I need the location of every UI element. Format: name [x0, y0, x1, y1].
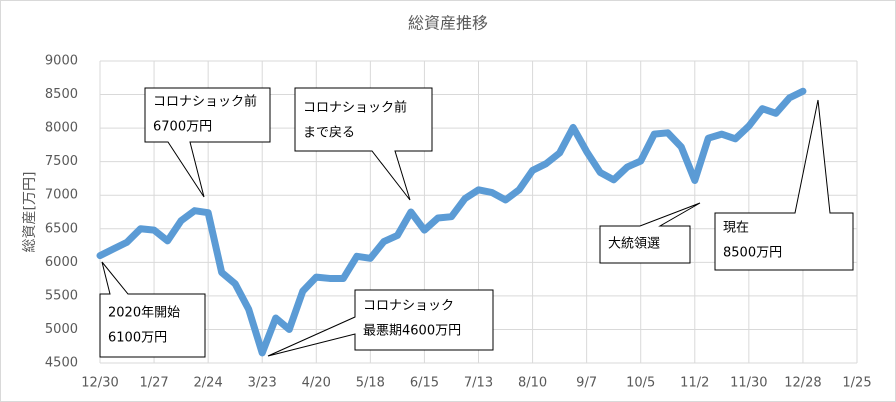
y-tick-label: 5000: [45, 322, 78, 337]
callout: 大統領選: [599, 202, 701, 264]
callout: コロナショック前 6700万円: [144, 87, 271, 198]
x-tick-label: 1/25: [842, 376, 871, 391]
callout: 現在 8500万円: [714, 99, 854, 271]
callout-box: [144, 87, 271, 198]
x-tick-label: 12/30: [81, 376, 118, 391]
x-tick-label: 3/23: [248, 376, 277, 391]
y-tick-label: 5500: [45, 288, 78, 303]
x-tick-label: 2/24: [194, 376, 223, 391]
callout-box: [99, 261, 206, 358]
y-tick-label: 6000: [45, 255, 78, 270]
x-tick-label: 7/13: [464, 376, 493, 391]
y-tick-label: 8500: [45, 87, 78, 102]
x-tick-label: 10/5: [626, 376, 655, 391]
callout-text: まで戻る: [303, 126, 355, 141]
y-tick-label: 9000: [45, 54, 78, 69]
x-tick-label: 1/27: [139, 376, 168, 391]
callout-text: 最悪期4600万円: [363, 324, 461, 339]
y-tick-label: 4500: [45, 356, 78, 371]
callout-text: 6700万円: [153, 120, 212, 135]
callout-text: 大統領選: [608, 236, 660, 252]
callout-box: [267, 289, 494, 357]
x-tick-label: 4/20: [302, 376, 331, 391]
y-tick-label: 8000: [45, 121, 78, 136]
callout-text: 8500万円: [723, 246, 782, 261]
x-tick-label: 5/18: [356, 376, 385, 391]
y-tick-label: 7000: [45, 188, 78, 203]
callout: 2020年開始 6100万円: [99, 261, 206, 358]
x-tick-label: 8/10: [518, 376, 547, 391]
data-line: [96, 87, 807, 357]
y-tick-label: 6500: [45, 221, 78, 236]
callout-box: [714, 99, 854, 271]
x-tick-label: 9/7: [576, 376, 597, 391]
x-tick-label: 11/30: [730, 376, 767, 391]
callout-text: コロナショック: [363, 299, 454, 314]
callout-text: 6100万円: [108, 331, 167, 346]
callout-text: コロナショック前: [153, 94, 257, 110]
chart-title: 総資産推移: [408, 14, 488, 33]
callout-box: [599, 202, 701, 264]
y-tick-label: 7500: [45, 154, 78, 169]
x-tick-label: 11/2: [680, 376, 709, 391]
y-axis-label: 総資産[万円]: [22, 172, 38, 253]
callout-text: 2020年開始: [108, 306, 180, 321]
x-tick-label: 12/28: [784, 376, 821, 391]
callout-text: 現在: [723, 221, 749, 236]
callout-box: [294, 87, 433, 201]
x-tick-label: 6/15: [410, 376, 439, 391]
callout-text: コロナショック前: [303, 100, 407, 116]
